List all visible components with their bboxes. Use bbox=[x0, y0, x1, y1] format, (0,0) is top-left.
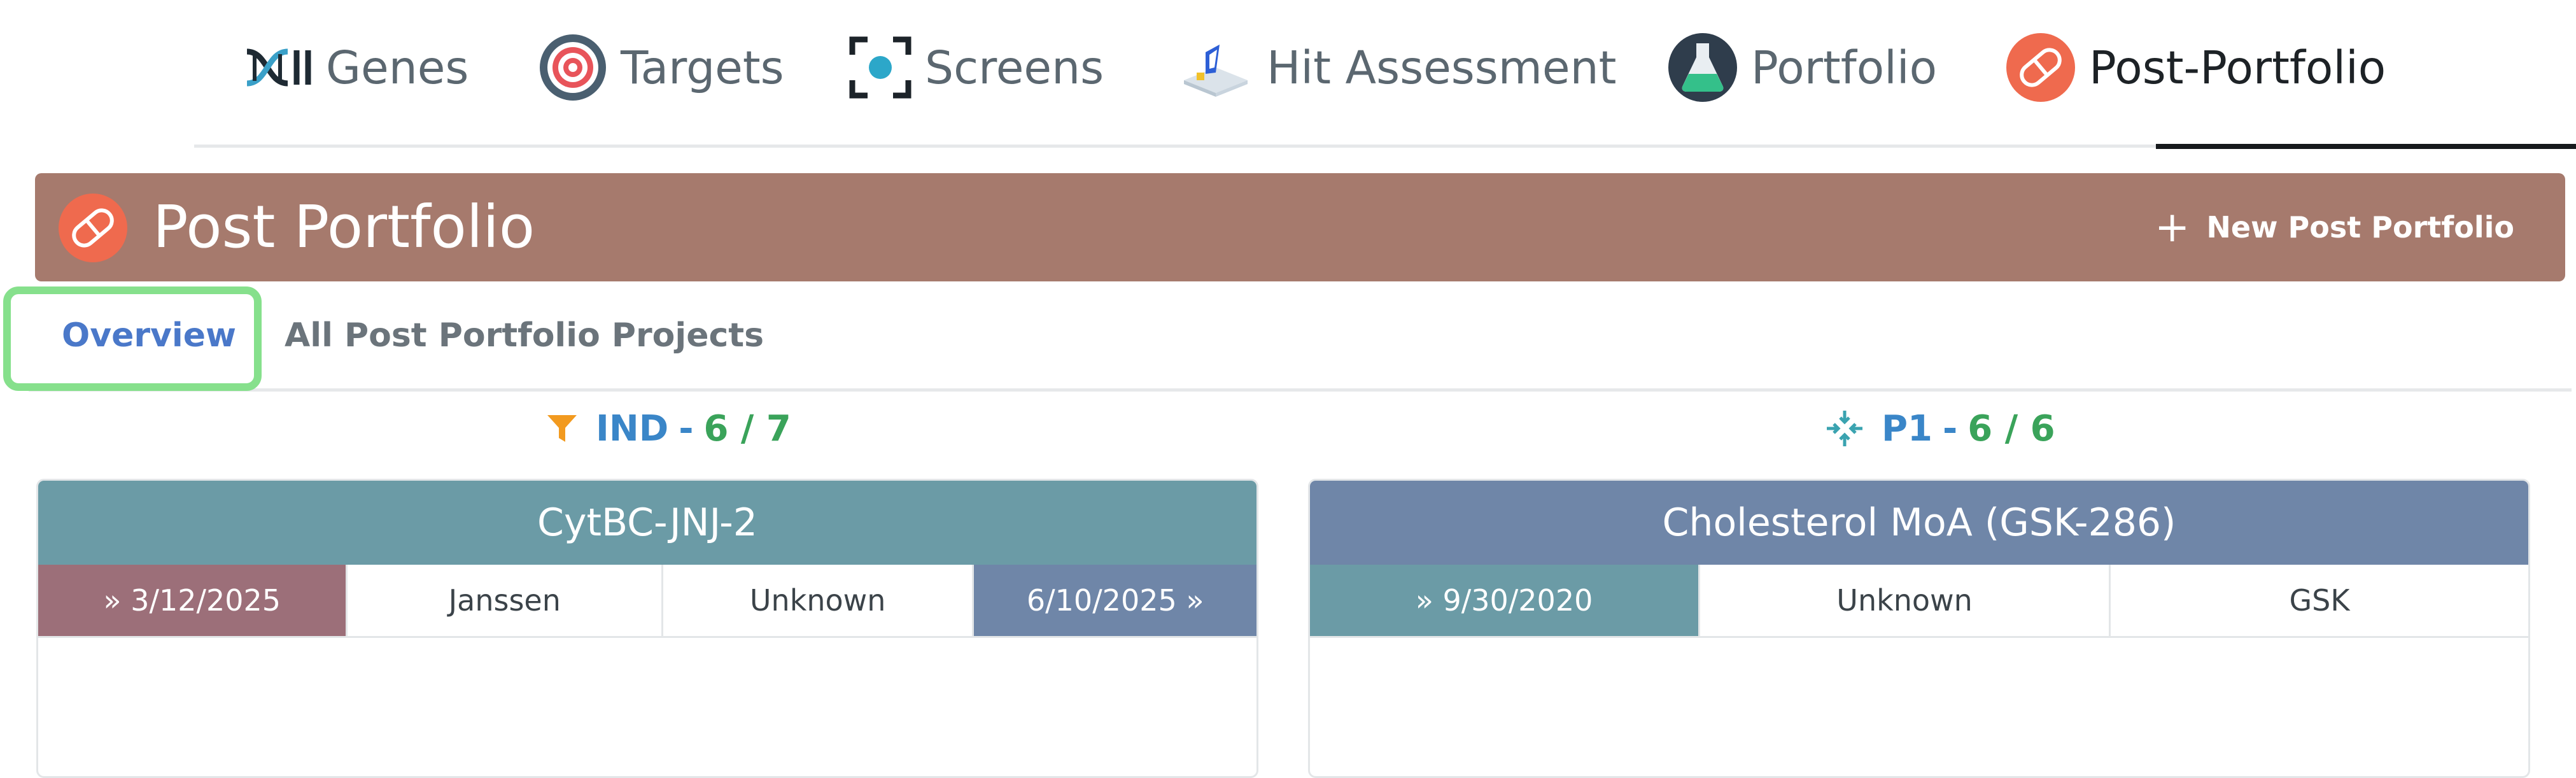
nav-label: Portfolio bbox=[1751, 41, 1938, 94]
status-cell: Unknown bbox=[663, 565, 975, 636]
stage-separator: - bbox=[679, 407, 694, 449]
stage-name: IND bbox=[596, 407, 669, 449]
page-title: Post Portfolio bbox=[153, 193, 535, 261]
organization-cell: GSK bbox=[2289, 583, 2350, 618]
nav-label: Screens bbox=[925, 41, 1104, 94]
project-info-row: » 9/30/2020 Unknown GSK bbox=[1310, 565, 2528, 638]
stage-header-p1: P1 - 6 / 6 bbox=[1826, 400, 2055, 457]
dna-icon bbox=[242, 45, 313, 90]
nav-screens[interactable]: Screens bbox=[848, 25, 1104, 110]
nav-genes[interactable]: Genes bbox=[242, 25, 468, 110]
stage-count: 6 / 7 bbox=[703, 407, 791, 449]
stage-header-ind: IND - 6 / 7 bbox=[546, 400, 791, 457]
start-date-cell: » 9/30/2020 bbox=[1310, 565, 1701, 636]
project-title[interactable]: CytBC-JNJ-2 bbox=[38, 481, 1256, 565]
flask-icon bbox=[1667, 32, 1738, 103]
tab-all-post-portfolio-projects[interactable]: All Post Portfolio Projects bbox=[285, 288, 764, 383]
tab-selected-underline bbox=[29, 383, 248, 388]
nav-post-portfolio[interactable]: Post-Portfolio bbox=[2005, 25, 2386, 110]
tab-label: All Post Portfolio Projects bbox=[285, 316, 764, 355]
nav-label: Targets bbox=[621, 41, 784, 94]
nav-label: Post-Portfolio bbox=[2089, 41, 2386, 94]
funnel-icon bbox=[546, 413, 578, 444]
tab-bar: Overview All Post Portfolio Projects bbox=[29, 288, 2572, 392]
status-cell: Unknown bbox=[1700, 565, 2111, 636]
nav-active-indicator bbox=[2156, 144, 2576, 149]
tab-overview[interactable]: Overview bbox=[62, 288, 236, 383]
pill-icon bbox=[57, 192, 129, 266]
project-card[interactable]: CytBC-JNJ-2 » 3/12/2025 Janssen Unknown … bbox=[36, 479, 1258, 778]
project-title[interactable]: Cholesterol MoA (GSK-286) bbox=[1310, 481, 2528, 565]
new-post-portfolio-label: New Post Portfolio bbox=[2206, 210, 2514, 244]
project-info-row: » 3/12/2025 Janssen Unknown 6/10/2025 » bbox=[38, 565, 1256, 638]
tab-label: Overview bbox=[62, 316, 237, 355]
nav-label: Hit Assessment bbox=[1267, 41, 1617, 94]
project-card[interactable]: Cholesterol MoA (GSK-286) » 9/30/2020 Un… bbox=[1308, 479, 2530, 778]
stage-separator: - bbox=[1943, 407, 1958, 449]
screen-scan-icon bbox=[848, 36, 912, 99]
end-date-cell: 6/10/2025 » bbox=[974, 565, 1256, 636]
hit-assessment-icon bbox=[1178, 36, 1254, 99]
stage-count: 6 / 6 bbox=[1967, 407, 2055, 449]
top-navigation: Genes Targets Screens bbox=[194, 0, 2576, 149]
nav-label: Genes bbox=[326, 41, 469, 94]
page-header-banner: Post Portfolio + New Post Portfolio bbox=[35, 173, 2565, 281]
nav-hit-assessment[interactable]: Hit Assessment bbox=[1178, 25, 1616, 110]
start-date-cell: » 3/12/2025 bbox=[38, 565, 348, 636]
plus-icon: + bbox=[2155, 202, 2190, 251]
compress-arrows-icon bbox=[1826, 409, 1864, 448]
pill-icon bbox=[2005, 32, 2076, 103]
nav-portfolio[interactable]: Portfolio bbox=[1667, 25, 1937, 110]
new-post-portfolio-button[interactable]: + New Post Portfolio bbox=[2155, 204, 2514, 251]
nav-targets[interactable]: Targets bbox=[538, 25, 784, 110]
target-icon bbox=[538, 32, 608, 103]
organization-cell: Janssen bbox=[348, 565, 663, 636]
stage-name: P1 bbox=[1882, 407, 1933, 449]
